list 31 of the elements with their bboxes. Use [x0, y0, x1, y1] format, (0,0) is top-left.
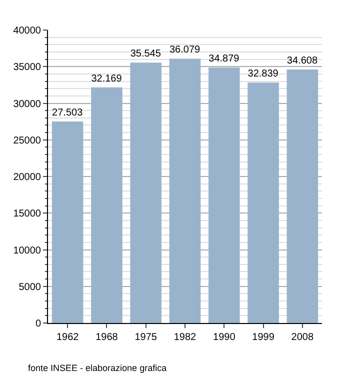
data-label: 27.503	[52, 108, 84, 119]
x-tick-label: 1999	[252, 332, 275, 343]
x-tick-label: 1990	[213, 332, 236, 343]
x-tick-label: 2008	[291, 332, 314, 343]
bar	[130, 62, 162, 323]
bar	[52, 122, 84, 323]
y-tick-label: 40000	[13, 26, 42, 36]
bar	[91, 87, 122, 323]
data-label: 35.545	[130, 48, 162, 60]
y-tick-label: 30000	[13, 98, 42, 110]
x-tick-label: 1982	[174, 332, 197, 343]
bar	[208, 68, 240, 323]
y-tick-label: 0	[35, 318, 42, 330]
bar	[286, 70, 318, 323]
bar	[248, 82, 279, 323]
y-tick-label: 20000	[13, 172, 42, 183]
x-tick-label: 1975	[134, 332, 158, 343]
data-label: 36.079	[169, 44, 201, 56]
y-tick-label: 10000	[13, 245, 42, 256]
data-label: 32.169	[91, 73, 122, 84]
data-label: 34.608	[286, 56, 318, 66]
data-label: 34.879	[208, 54, 240, 65]
y-tick-label: 5000	[18, 282, 42, 293]
y-tick-label: 35000	[13, 62, 42, 74]
bar	[169, 58, 201, 323]
y-tick-label: 25000	[13, 135, 42, 146]
x-tick-label: 1968	[96, 332, 118, 343]
y-tick-label: 15000	[13, 208, 42, 220]
data-label: 32.839	[248, 68, 279, 80]
source-note: fonte INSEE - elaborazione grafica	[28, 363, 167, 373]
x-tick-label: 1962	[56, 332, 80, 343]
